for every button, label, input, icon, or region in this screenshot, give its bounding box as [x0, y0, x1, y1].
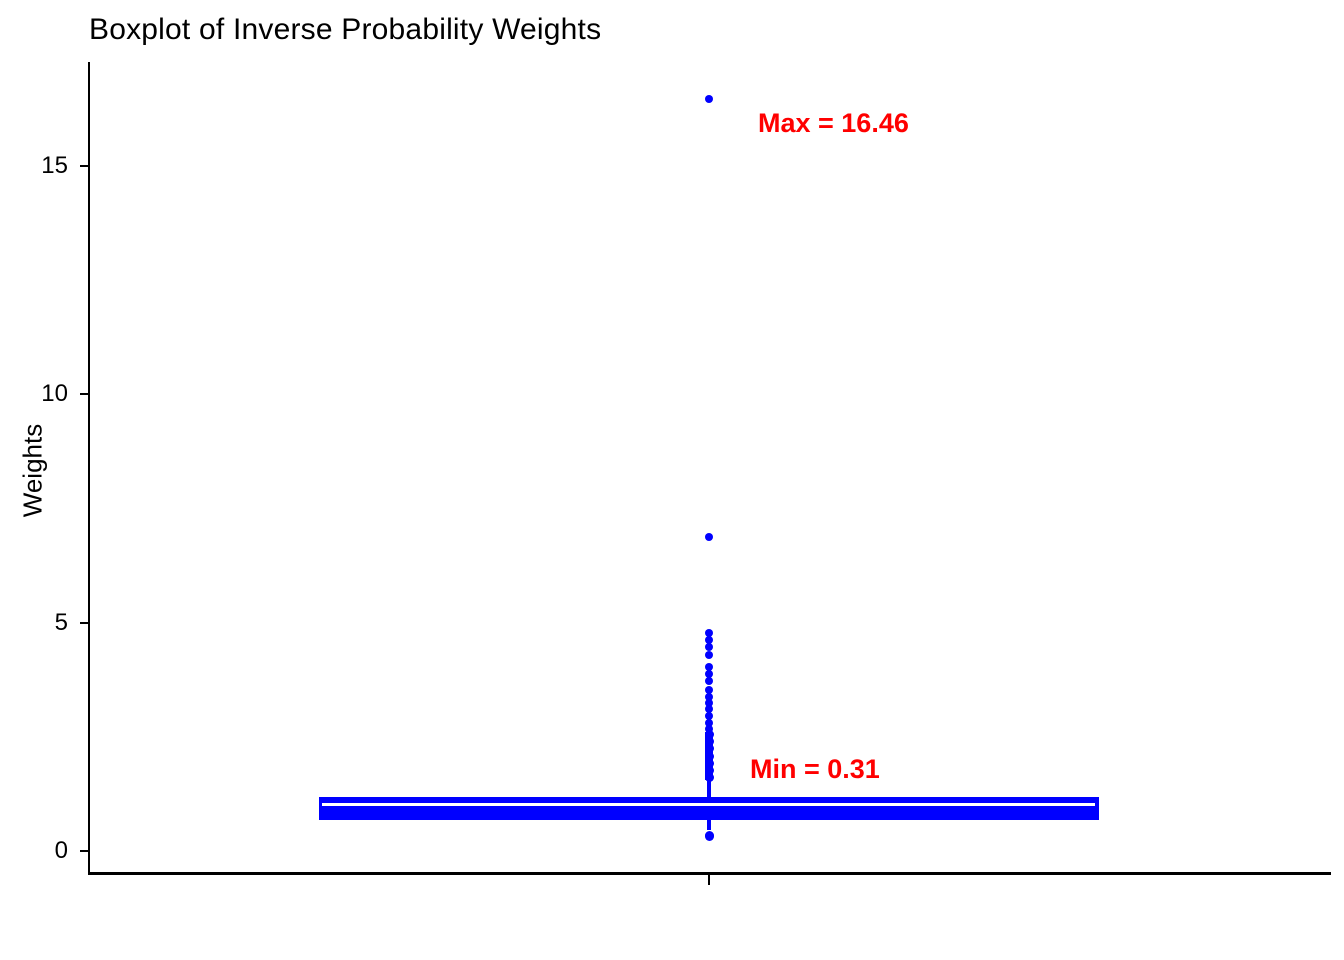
annotation-min: Min = 0.31 — [750, 754, 880, 784]
y-tick-label: 0 — [54, 837, 68, 864]
outlier-point — [705, 699, 713, 707]
upper-whisker — [707, 780, 711, 797]
y-tick — [80, 622, 88, 624]
outlier-point — [705, 759, 714, 768]
outlier-point — [705, 663, 713, 671]
outlier-point — [705, 643, 713, 651]
outlier-point — [705, 629, 713, 637]
median-line — [322, 803, 1095, 806]
outlier-point — [705, 744, 714, 753]
outlier-point — [705, 730, 714, 739]
y-tick-label: 10 — [41, 380, 68, 407]
outlier-point — [705, 773, 714, 782]
lower-whisker — [707, 820, 711, 830]
x-tick — [708, 875, 710, 885]
outlier-point — [705, 677, 713, 685]
y-tick — [80, 393, 88, 395]
outlier-point — [705, 686, 713, 694]
y-tick-label: 15 — [41, 152, 68, 179]
annotation-max: Max = 16.46 — [758, 108, 909, 138]
y-tick — [80, 165, 88, 167]
outlier-point — [705, 636, 713, 644]
y-tick — [80, 850, 88, 852]
box-iqr — [319, 797, 1099, 820]
y-axis-line — [88, 62, 90, 875]
outlier-point — [705, 705, 713, 713]
outlier-point — [705, 737, 714, 746]
outlier-point — [705, 752, 714, 761]
outlier-point — [705, 651, 713, 659]
y-tick-label: 5 — [54, 609, 68, 636]
outlier-point — [705, 670, 713, 678]
outlier-point — [705, 832, 714, 841]
x-axis-line — [88, 872, 1331, 875]
outlier-point — [705, 693, 713, 701]
outlier-point — [705, 712, 713, 720]
outlier-point — [705, 766, 714, 775]
outlier-point — [705, 533, 713, 541]
chart-title: Boxplot of Inverse Probability Weights — [89, 13, 602, 46]
outlier-point — [705, 725, 713, 733]
outlier-point — [705, 719, 713, 727]
outlier-point — [705, 95, 713, 103]
